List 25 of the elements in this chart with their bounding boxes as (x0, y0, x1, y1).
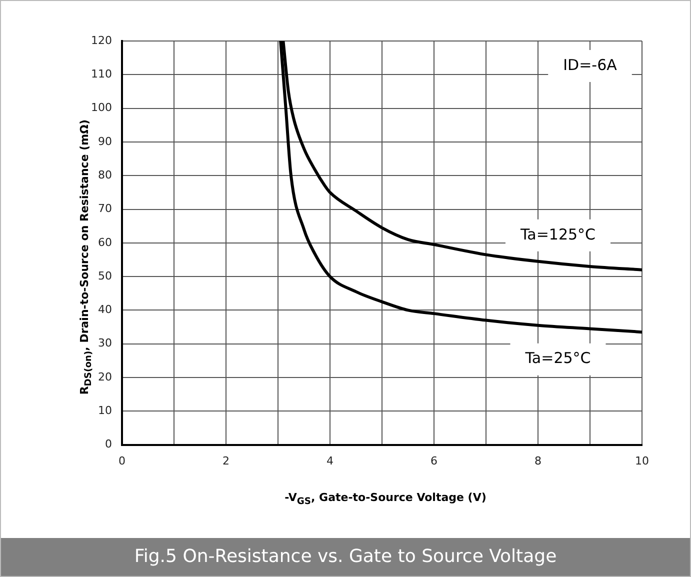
y-tick-label: 40 (98, 303, 112, 316)
x-tick-label: 0 (118, 454, 126, 468)
y-tick-label: 30 (98, 336, 112, 350)
x-tick-label: 8 (534, 454, 542, 468)
y-tick-label: 60 (98, 236, 112, 249)
text: Fig.5 On-Resistance vs. Gate to Source Voltage (1, 538, 690, 576)
y-tick-label: 70 (98, 202, 112, 216)
x-tick-label: 4 (326, 454, 334, 468)
y-tick-label: 100 (90, 101, 112, 114)
annotation: ID=-6A (563, 56, 618, 74)
series-label: Ta=25°C (524, 349, 591, 368)
y-tick-label: 110 (90, 68, 112, 81)
y-tick-label: 10 (98, 404, 112, 418)
x-tick-label: 2 (222, 454, 230, 468)
series-label: Ta=125°C (519, 225, 596, 244)
line-series (279, 41, 642, 334)
y-tick-label: 50 (98, 269, 112, 282)
y-tick-label: 0 (104, 438, 112, 451)
y-tick-label: 20 (98, 370, 112, 384)
y-tick-label: 90 (98, 134, 112, 148)
y-tick-label: 120 (90, 34, 112, 47)
x-tick-label: 6 (430, 454, 438, 468)
x-tick-label: 10 (635, 454, 649, 468)
x-axis-title: -V$_{GS}$, Gate-to-Source Voltage (V) (284, 491, 488, 508)
y-tick-label: 80 (98, 168, 112, 182)
